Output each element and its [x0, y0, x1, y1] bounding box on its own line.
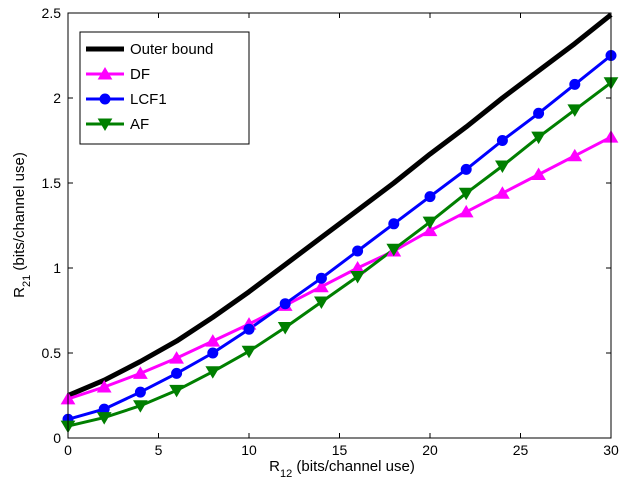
y-axis-label: R21 (bits/channel use): [11, 152, 33, 298]
plot-frame: [67, 12, 612, 439]
data-point-df: [458, 204, 474, 218]
y-tick-label: 2.5: [42, 5, 62, 21]
data-point-lcf1: [134, 386, 146, 398]
x-axis-label-subscript: 12: [280, 468, 292, 480]
legend-marker-lcf1: [99, 93, 111, 105]
series-lines: [67, 12, 613, 428]
data-point-lcf1: [207, 347, 219, 359]
data-point-lcf1: [243, 323, 255, 335]
data-point-lcf1: [352, 245, 364, 257]
tick-labels: 0 5 10 15 20 25 30 0 0.5 1 1.5 2 2.5: [42, 5, 619, 458]
x-tick-label: 5: [155, 442, 163, 458]
legend: Outer bound DF LCF1 AF: [79, 31, 250, 145]
data-point-df: [531, 167, 546, 180]
y-tick-label: 1: [53, 260, 61, 276]
data-point-lcf1: [279, 298, 291, 310]
data-point-df: [133, 366, 148, 379]
data-point-af: [169, 384, 184, 398]
data-point-af: [96, 412, 112, 425]
data-point-lcf1: [460, 163, 472, 175]
data-point-af: [205, 366, 221, 379]
x-tick-label: 25: [513, 442, 529, 458]
data-point-df: [422, 223, 438, 237]
series-markers: [60, 50, 619, 434]
data-point-af: [422, 216, 438, 230]
y-tick-label: 0: [53, 430, 61, 446]
data-point-df: [205, 334, 221, 347]
x-tick-label: 30: [603, 442, 619, 458]
data-point-lcf1: [496, 135, 508, 146]
series-line-outer-bound: [67, 12, 613, 398]
series-line-af: [67, 81, 612, 428]
data-point-af: [314, 296, 329, 309]
data-point-af: [133, 400, 148, 413]
data-point-af: [241, 345, 257, 359]
y-tick-label: 0.5: [42, 345, 62, 361]
data-point-lcf1: [171, 367, 183, 379]
series-line-lcf1: [67, 54, 612, 421]
data-point-af: [531, 131, 546, 145]
legend-label-df: DF: [130, 66, 150, 83]
data-point-df: [169, 351, 184, 364]
legend-label-af: AF: [130, 116, 149, 133]
y-tick-label: 2: [53, 90, 61, 106]
data-point-af: [495, 160, 510, 173]
data-point-lcf1: [424, 191, 436, 203]
y-axis-label-subscript: 21: [21, 275, 33, 287]
data-point-df: [495, 186, 510, 199]
data-point-df: [567, 148, 583, 162]
data-point-lcf1: [388, 218, 400, 230]
legend-label-lcf1: LCF1: [130, 91, 167, 108]
y-tick-label: 1.5: [42, 175, 62, 191]
legend-marker-af: [97, 118, 113, 131]
data-point-af: [458, 187, 474, 201]
data-point-lcf1: [533, 107, 545, 119]
series-line-df: [67, 135, 612, 401]
x-tick-label: 10: [241, 442, 257, 458]
legend-label-outer-bound: Outer bound: [130, 41, 213, 58]
data-point-af: [386, 243, 402, 257]
data-point-df: [314, 279, 329, 293]
x-axis-label: R12 (bits/channel use): [269, 458, 415, 480]
data-point-af: [567, 104, 583, 117]
x-tick-label: 0: [64, 442, 72, 458]
data-point-df: [96, 380, 112, 393]
data-point-lcf1: [569, 78, 581, 90]
data-point-lcf1: [315, 272, 327, 284]
x-tick-label: 20: [422, 442, 438, 458]
data-point-af: [277, 322, 293, 335]
data-point-af: [350, 271, 365, 284]
x-tick-label: 15: [332, 442, 348, 458]
legend-marker-df: [97, 67, 113, 80]
